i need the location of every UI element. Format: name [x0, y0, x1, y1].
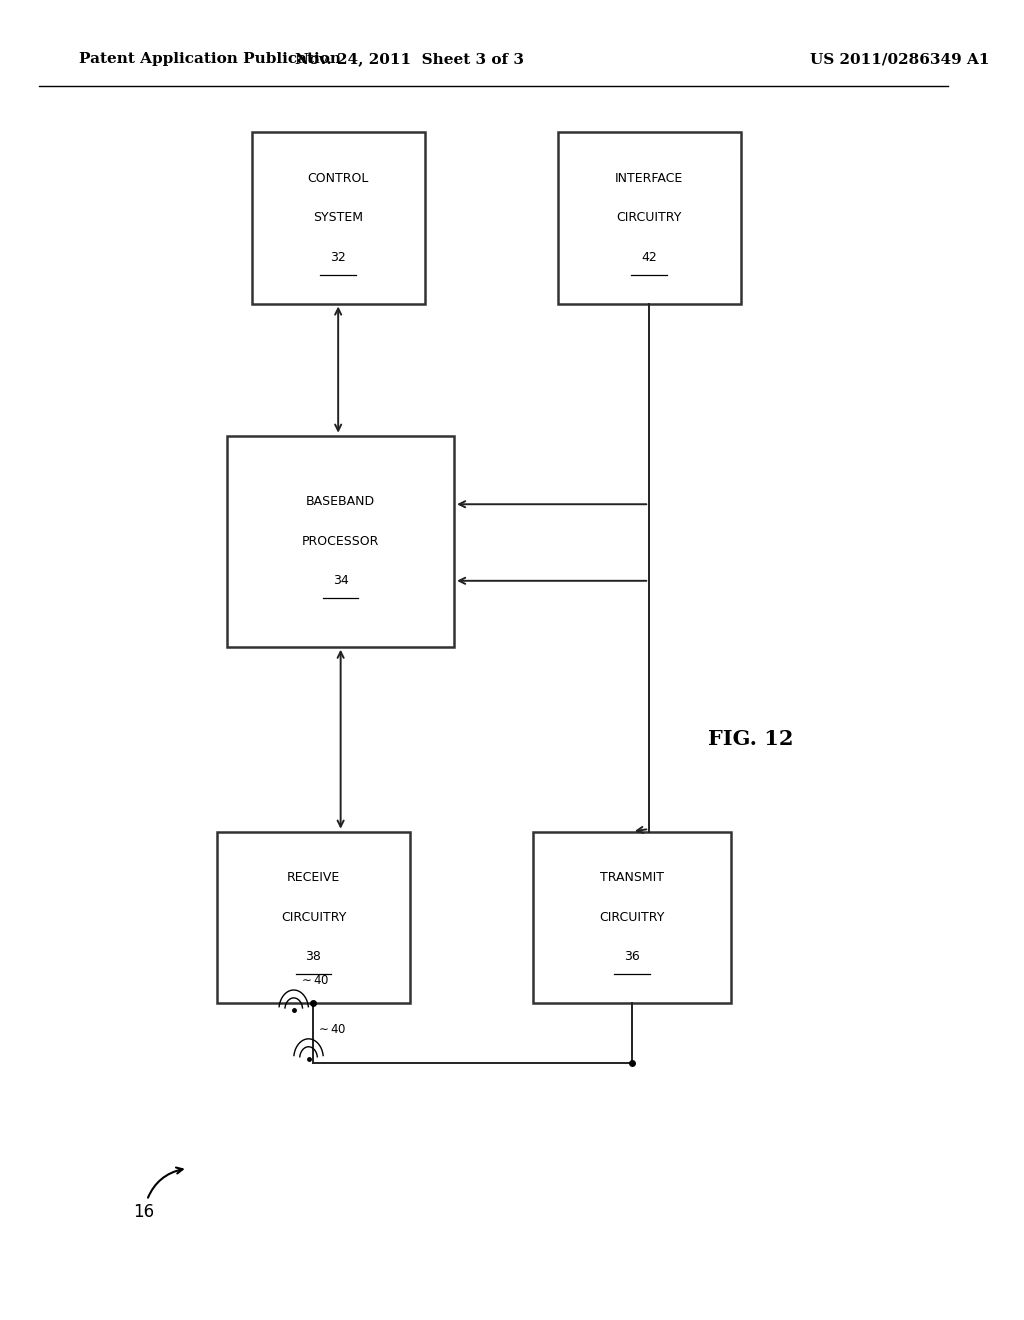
Bar [252, 132, 425, 304]
Text: 34: 34 [333, 574, 348, 587]
Text: 38: 38 [305, 950, 322, 964]
Text: RECEIVE: RECEIVE [287, 871, 340, 884]
Text: 16: 16 [133, 1167, 182, 1221]
Text: PROCESSOR: PROCESSOR [302, 535, 379, 548]
Text: US 2011/0286349 A1: US 2011/0286349 A1 [810, 53, 989, 66]
Text: CONTROL: CONTROL [307, 172, 369, 185]
Bar [227, 436, 455, 647]
Text: INTERFACE: INTERFACE [615, 172, 683, 185]
Text: Nov. 24, 2011  Sheet 3 of 3: Nov. 24, 2011 Sheet 3 of 3 [295, 53, 524, 66]
Text: $\sim$40: $\sim$40 [316, 1023, 347, 1036]
Text: CIRCUITRY: CIRCUITRY [599, 911, 665, 924]
Text: BASEBAND: BASEBAND [306, 495, 375, 508]
Text: 36: 36 [624, 950, 640, 964]
Bar [217, 832, 410, 1003]
Text: $\sim$40: $\sim$40 [299, 974, 329, 987]
Text: TRANSMIT: TRANSMIT [600, 871, 664, 884]
Text: 42: 42 [641, 251, 657, 264]
Text: CIRCUITRY: CIRCUITRY [281, 911, 346, 924]
Text: CIRCUITRY: CIRCUITRY [616, 211, 682, 224]
Text: SYSTEM: SYSTEM [313, 211, 364, 224]
Bar [558, 132, 740, 304]
Text: FIG. 12: FIG. 12 [708, 729, 794, 750]
Text: Patent Application Publication: Patent Application Publication [79, 53, 341, 66]
Text: 32: 32 [331, 251, 346, 264]
Bar [534, 832, 731, 1003]
